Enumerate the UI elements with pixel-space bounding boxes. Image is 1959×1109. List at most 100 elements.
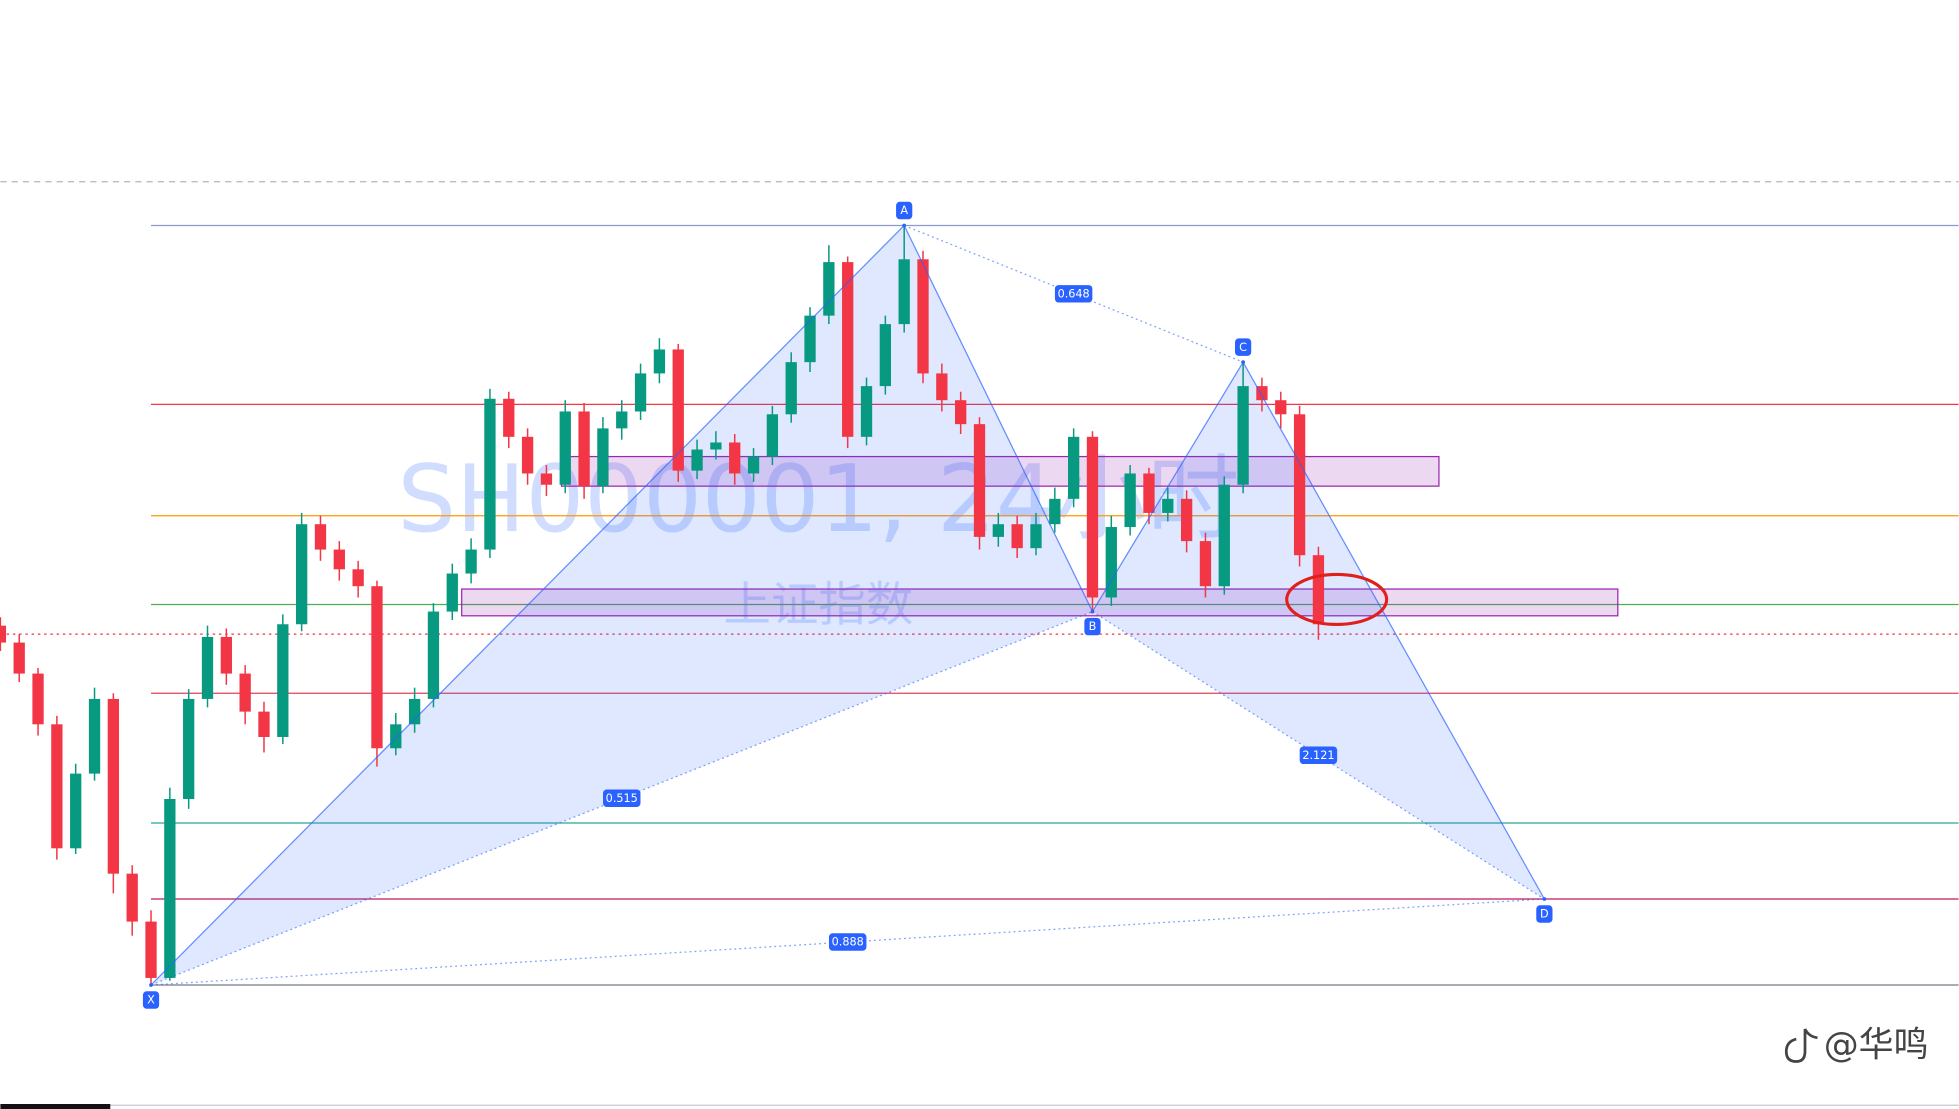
candle-body bbox=[1162, 498, 1174, 513]
candle-body bbox=[427, 611, 440, 699]
candle-body bbox=[1124, 473, 1136, 528]
candle-body bbox=[879, 324, 892, 387]
candle-body bbox=[1086, 436, 1099, 598]
candle-body bbox=[1199, 541, 1212, 587]
candle-body bbox=[1180, 498, 1193, 542]
point-label: C bbox=[1239, 341, 1247, 354]
ratio-label: 0.515 bbox=[606, 792, 638, 805]
candle-body bbox=[973, 424, 986, 537]
candle-body bbox=[258, 711, 270, 737]
watermark: SH000001, 24小时 上证指数 bbox=[397, 445, 1239, 633]
candle-body bbox=[371, 586, 383, 749]
candle-body bbox=[1312, 555, 1325, 625]
candle-body bbox=[710, 442, 722, 450]
candle-body bbox=[1011, 524, 1023, 549]
zone bbox=[461, 588, 1619, 617]
ratio-label: 0.648 bbox=[1058, 287, 1090, 300]
candle-body bbox=[51, 724, 63, 849]
credit: @华鸣 bbox=[1824, 1026, 1929, 1066]
candle-body bbox=[446, 573, 458, 612]
ratio-line bbox=[903, 224, 1244, 363]
point-box bbox=[1084, 617, 1101, 636]
candle-body bbox=[1256, 386, 1268, 401]
candle-body bbox=[220, 636, 232, 674]
ratio-box bbox=[603, 789, 641, 808]
candle-body bbox=[201, 636, 214, 699]
candle-body bbox=[296, 524, 308, 625]
candle-body bbox=[578, 411, 590, 487]
candle-body bbox=[484, 398, 496, 550]
candle-body bbox=[1237, 386, 1249, 485]
candle-body bbox=[804, 315, 816, 363]
candle-body bbox=[164, 798, 176, 978]
point-label: D bbox=[1540, 908, 1549, 921]
candle-body bbox=[1275, 400, 1287, 415]
candle-body bbox=[1030, 524, 1042, 549]
ratio-label: 0.888 bbox=[832, 936, 864, 949]
highlight-ellipse bbox=[1285, 572, 1389, 626]
candle-body bbox=[465, 549, 477, 574]
candle-body bbox=[521, 436, 534, 474]
candle-body bbox=[1067, 436, 1080, 499]
candle-body bbox=[992, 524, 1004, 537]
candle-body bbox=[860, 386, 873, 437]
pattern-leg bbox=[1242, 361, 1545, 900]
point-box bbox=[142, 991, 160, 1009]
candle-body bbox=[691, 449, 703, 471]
candle-body bbox=[766, 414, 779, 457]
candle-body bbox=[390, 724, 402, 749]
pattern-point bbox=[902, 223, 907, 228]
candle-body bbox=[13, 642, 25, 674]
point-label: B bbox=[1089, 620, 1097, 633]
candle-body bbox=[842, 262, 854, 437]
plot: 0.515 0.648 2.121 0.888 X A B C D bbox=[0, 181, 1959, 1009]
candle-body bbox=[1293, 414, 1306, 556]
candle-body bbox=[70, 773, 82, 849]
bottom-bar bbox=[0, 1104, 111, 1109]
point-label: A bbox=[900, 204, 908, 217]
point-box bbox=[896, 201, 913, 220]
candle-body bbox=[634, 373, 647, 412]
pattern-leg bbox=[903, 225, 1094, 612]
candle-body bbox=[672, 349, 684, 471]
candle-body bbox=[107, 698, 120, 874]
candle-body bbox=[1218, 484, 1230, 587]
candle-body bbox=[653, 349, 666, 374]
candle-body bbox=[747, 456, 760, 474]
candle-body bbox=[1049, 498, 1061, 525]
ratio-line bbox=[1092, 611, 1545, 900]
candle-body bbox=[183, 698, 195, 799]
candle-body bbox=[314, 524, 327, 550]
candle-body bbox=[1105, 527, 1117, 598]
point-box bbox=[1234, 338, 1252, 356]
ratio-box bbox=[828, 933, 867, 951]
pattern-point bbox=[1241, 360, 1245, 365]
candle-body bbox=[729, 442, 741, 474]
ratio-box bbox=[1054, 285, 1093, 303]
pattern-point bbox=[1542, 897, 1547, 901]
candle-body bbox=[277, 624, 289, 737]
logo-icon bbox=[1784, 1028, 1818, 1063]
pattern-leg bbox=[150, 225, 905, 986]
pattern-point bbox=[149, 983, 153, 987]
candle-body bbox=[597, 428, 609, 487]
candle-body bbox=[333, 549, 345, 570]
candle-body bbox=[936, 373, 948, 401]
candle-body bbox=[917, 259, 929, 374]
candle-body bbox=[145, 921, 157, 978]
candle-body bbox=[823, 262, 835, 316]
credit-logo: @华鸣 bbox=[1784, 1026, 1929, 1066]
candle-body bbox=[239, 673, 251, 712]
point-box bbox=[1536, 905, 1553, 923]
pattern-fill bbox=[151, 225, 1093, 985]
candle-body bbox=[126, 873, 138, 922]
candle-body bbox=[898, 259, 910, 325]
watermark-name: 上证指数 bbox=[724, 578, 914, 633]
ratio-box bbox=[1299, 746, 1338, 765]
candle-body bbox=[88, 698, 101, 774]
pattern-leg bbox=[1091, 361, 1244, 612]
ratio-label: 2.121 bbox=[1302, 749, 1334, 762]
candle-body bbox=[408, 698, 421, 725]
candle-body bbox=[559, 411, 571, 485]
